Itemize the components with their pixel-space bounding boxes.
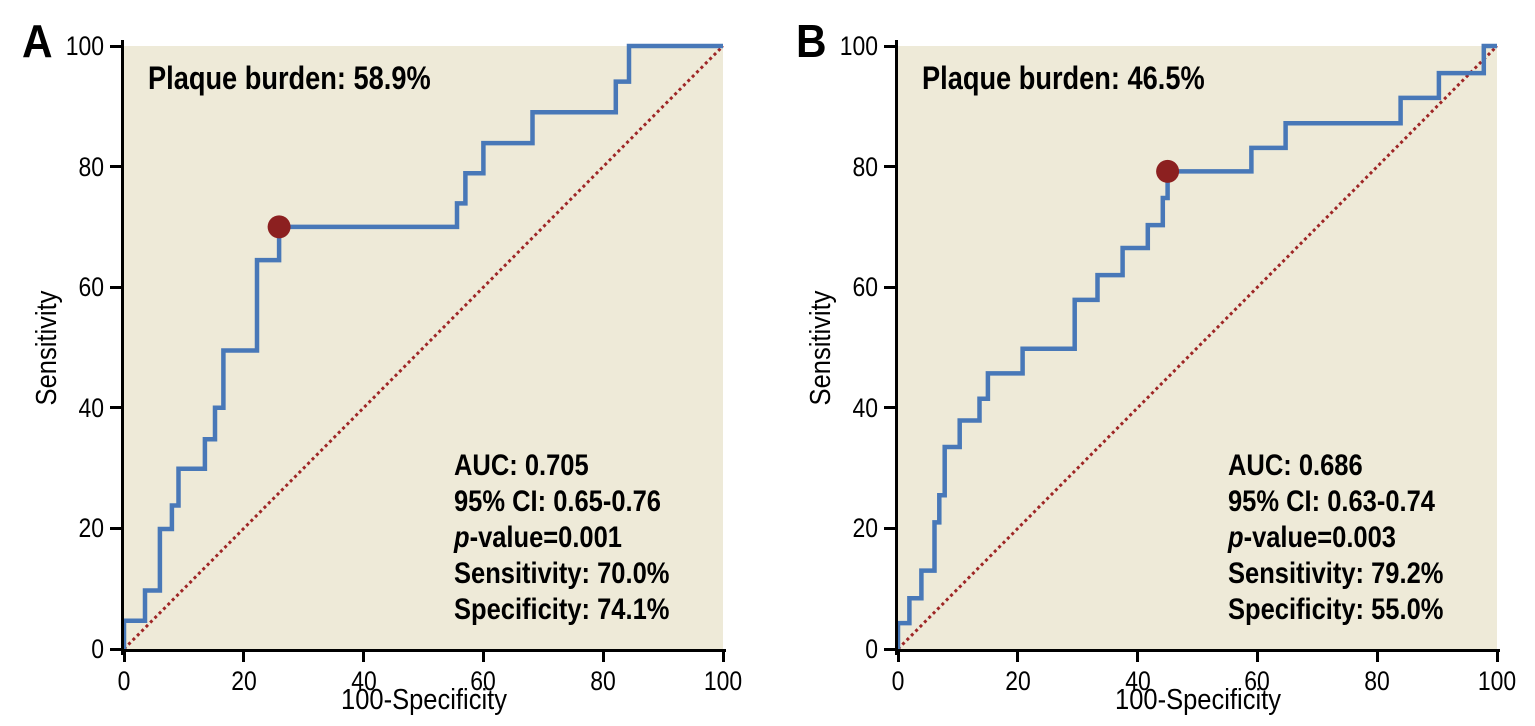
y-tick-label: 60	[852, 272, 878, 303]
stat-line: AUC: 0.686	[1228, 449, 1363, 482]
y-tick-mark	[884, 406, 895, 410]
plot-area: Plaque burden: 46.5% AUC: 0.686 95% CI: 0…	[895, 43, 1499, 651]
y-axis-title: Sensitivity	[31, 290, 63, 405]
x-axis-line	[121, 649, 726, 652]
x-tick-label: 20	[231, 666, 257, 696]
y-tick-mark	[884, 647, 895, 651]
y-tick-mark	[110, 44, 121, 48]
roc-curve-svg	[121, 43, 725, 651]
x-tick-label: 40	[1124, 666, 1151, 696]
x-axis-title: 100-Specificity	[340, 684, 507, 716]
stat-line: AUC: 0.705	[454, 449, 589, 482]
stat-line: 95% CI: 0.63-0.74	[1228, 485, 1435, 518]
operating-point-marker	[267, 215, 291, 239]
y-tick-label: 40	[852, 392, 878, 423]
x-tick-mark	[1255, 652, 1259, 662]
panel-label: B	[796, 15, 827, 67]
y-tick-label: 100	[65, 31, 104, 61]
stat-line: p-value=0.003	[1228, 521, 1396, 554]
x-tick-label: 40	[350, 666, 377, 696]
x-tick-mark	[362, 652, 366, 662]
roc-step-curve	[895, 43, 1497, 649]
stat-line: Specificity: 55.0%	[1228, 593, 1444, 626]
x-tick-mark	[481, 652, 485, 662]
x-tick-label: 100	[1477, 666, 1517, 696]
y-tick-mark	[110, 285, 121, 289]
y-tick-label: 80	[852, 151, 878, 182]
x-tick-mark	[242, 652, 246, 662]
x-tick-mark	[1495, 652, 1499, 662]
x-tick-mark	[1016, 652, 1020, 662]
x-tick-mark	[1375, 652, 1379, 662]
y-tick-mark	[110, 165, 121, 169]
reference-diagonal	[122, 44, 725, 651]
y-tick-label: 100	[839, 31, 878, 61]
x-tick-label: 0	[117, 666, 131, 696]
stat-line: Specificity: 74.1%	[454, 593, 670, 626]
operating-point-marker	[1156, 159, 1180, 183]
y-tick-label: 60	[78, 272, 104, 303]
y-tick-mark	[110, 647, 121, 651]
y-axis-line	[895, 40, 898, 655]
x-tick-mark	[1136, 652, 1140, 662]
x-tick-mark	[721, 652, 725, 662]
y-tick-label: 40	[78, 392, 104, 423]
stat-line: p-value=0.001	[454, 521, 622, 554]
reference-diagonal	[896, 44, 1499, 651]
x-axis-title: 100-Specificity	[1114, 684, 1281, 716]
x-tick-mark	[601, 652, 605, 662]
y-tick-label: 20	[78, 513, 104, 544]
y-axis-line	[121, 40, 124, 655]
cutoff-annotation: Plaque burden: 58.9%	[148, 60, 431, 96]
plot-area: Plaque burden: 58.9% AUC: 0.705 95% CI: 0…	[121, 43, 725, 651]
x-tick-label: 100	[703, 666, 743, 696]
stats-block: AUC: 0.686 95% CI: 0.63-0.74 p-value=0.003…	[1228, 448, 1443, 628]
roc-step-curve	[121, 43, 723, 649]
x-tick-mark	[896, 652, 900, 662]
y-tick-mark	[884, 285, 895, 289]
x-tick-label: 60	[470, 666, 497, 696]
y-axis-title: Sensitivity	[805, 290, 837, 405]
stat-line: Sensitivity: 79.2%	[1228, 557, 1444, 590]
x-axis-line	[895, 649, 1500, 652]
y-tick-mark	[110, 406, 121, 410]
x-tick-label: 80	[590, 666, 616, 696]
stat-line: 95% CI: 0.65-0.76	[454, 485, 661, 518]
x-tick-label: 80	[1364, 666, 1390, 696]
y-tick-mark	[110, 526, 121, 530]
panel-label: A	[22, 15, 53, 67]
x-tick-label: 20	[1005, 666, 1031, 696]
cutoff-annotation: Plaque burden: 46.5%	[922, 60, 1205, 96]
x-tick-label: 60	[1244, 666, 1271, 696]
y-tick-label: 0	[91, 634, 104, 664]
y-tick-mark	[884, 44, 895, 48]
y-tick-mark	[884, 526, 895, 530]
x-tick-mark	[122, 652, 126, 662]
roc-curve-svg	[895, 43, 1499, 651]
y-tick-label: 0	[865, 634, 878, 664]
y-tick-label: 80	[78, 151, 104, 182]
stat-line: Sensitivity: 70.0%	[454, 557, 670, 590]
stats-block: AUC: 0.705 95% CI: 0.65-0.76 p-value=0.001…	[454, 448, 669, 628]
y-tick-mark	[884, 165, 895, 169]
x-tick-label: 0	[891, 666, 905, 696]
y-tick-label: 20	[852, 513, 878, 544]
